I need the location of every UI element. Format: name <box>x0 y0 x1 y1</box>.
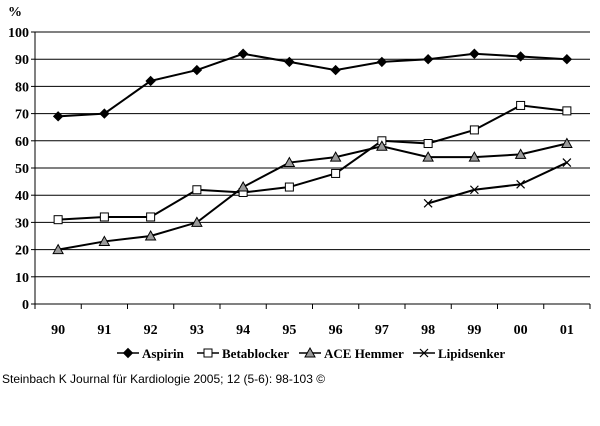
x-tick-label: 90 <box>51 323 65 338</box>
x-tick-label: 91 <box>97 323 111 338</box>
legend-label: Lipidsenker <box>438 346 505 361</box>
series-lines <box>52 48 573 255</box>
legend: Aspirin Betablocker ACE Hemmer Lipidsenker <box>117 346 505 361</box>
y-tick-label: 70 <box>15 108 29 123</box>
x-tick-label: 95 <box>282 323 296 338</box>
series-ace-hemmer <box>52 137 573 255</box>
legend-marker <box>419 348 429 358</box>
data-point-betablocker <box>284 182 294 192</box>
legend-item-aspirin: Aspirin <box>117 346 185 361</box>
data-point-ace-hemmer <box>514 148 527 159</box>
legend-marker <box>122 347 134 359</box>
legend-item-lipidsenker: Lipidsenker <box>413 346 505 361</box>
y-tick-label: 100 <box>8 26 29 41</box>
data-point-betablocker <box>99 212 109 222</box>
data-point-aspirin <box>469 48 480 59</box>
series-betablocker <box>53 100 572 225</box>
x-tick-labels: 90 91 92 93 94 95 96 97 98 99 00 01 <box>51 323 574 338</box>
y-tick-label: 90 <box>15 53 29 68</box>
data-point-ace-hemmer <box>191 216 203 227</box>
y-tick-label: 20 <box>15 244 29 259</box>
data-point-aspirin <box>145 75 156 87</box>
y-tick-label: 60 <box>15 135 29 150</box>
axes <box>31 31 591 309</box>
data-point-betablocker <box>53 215 63 225</box>
x-tick-label: 01 <box>560 323 574 338</box>
data-point-aspirin <box>330 64 341 76</box>
data-point-ace-hemmer <box>376 140 388 151</box>
data-point-lipidsenker <box>516 179 526 189</box>
y-tick-label: 30 <box>15 216 29 231</box>
data-point-ace-hemmer <box>468 151 481 162</box>
legend-label: ACE Hemmer <box>324 346 404 361</box>
legend-marker <box>203 348 213 358</box>
y-unit-label: % <box>8 5 22 20</box>
data-point-aspirin <box>284 56 295 68</box>
citation-text: Steinbach K Journal für Kardiologie 2005… <box>2 372 326 386</box>
legend-item-betablocker: Betablocker <box>197 346 289 361</box>
data-point-lipidsenker <box>562 158 572 167</box>
data-point-aspirin <box>237 48 249 59</box>
y-tick-label: 10 <box>15 271 29 286</box>
grid-lines <box>35 31 590 278</box>
legend-marker <box>304 346 316 358</box>
x-tick-label: 97 <box>375 323 389 338</box>
x-tick-label: 99 <box>467 323 481 338</box>
y-tick-label: 50 <box>15 162 29 177</box>
series-line-aspirin <box>58 52 567 118</box>
data-point-betablocker <box>331 168 341 178</box>
x-tick-label: 93 <box>190 323 204 338</box>
data-point-ace-hemmer <box>283 156 296 168</box>
data-point-ace-hemmer <box>98 235 111 246</box>
x-tick-label: 00 <box>514 323 528 338</box>
data-point-betablocker <box>192 185 202 195</box>
series-lipidsenker <box>423 158 572 208</box>
y-tick-label: 80 <box>15 80 29 95</box>
data-point-aspirin <box>422 53 434 65</box>
series-line-lipidsenker <box>427 161 568 205</box>
data-point-ace-hemmer <box>144 229 157 241</box>
legend-label: Betablocker <box>222 346 289 361</box>
data-point-aspirin <box>52 111 64 122</box>
x-tick-label: 98 <box>421 323 435 338</box>
data-point-aspirin <box>515 51 526 62</box>
data-point-lipidsenker <box>423 198 433 208</box>
data-point-aspirin <box>99 108 110 119</box>
data-point-ace-hemmer <box>237 181 249 192</box>
series-line-ace-hemmer <box>57 142 568 251</box>
y-tick-labels: 0 10 20 30 40 50 60 70 80 90 100 <box>8 26 29 313</box>
x-tick-label: 94 <box>236 323 250 338</box>
series-line-betablocker <box>58 104 567 221</box>
data-point-aspirin <box>191 64 203 76</box>
data-point-betablocker <box>469 125 479 135</box>
data-point-betablocker <box>516 100 526 110</box>
data-point-ace-hemmer <box>52 243 64 255</box>
legend-item-ace-hemmer: ACE Hemmer <box>299 346 404 361</box>
y-tick-label: 0 <box>22 298 29 313</box>
data-point-betablocker <box>562 106 572 116</box>
x-tick-label: 92 <box>144 323 158 338</box>
data-point-ace-hemmer <box>561 137 573 149</box>
data-point-ace-hemmer <box>329 151 342 162</box>
series-aspirin <box>52 48 573 122</box>
data-point-aspirin <box>561 53 573 65</box>
data-point-ace-hemmer <box>422 151 434 162</box>
y-tick-label: 40 <box>15 189 29 204</box>
x-tick-label: 96 <box>329 323 343 338</box>
data-point-aspirin <box>376 56 388 68</box>
data-point-lipidsenker <box>469 185 479 195</box>
data-point-betablocker <box>146 212 156 222</box>
legend-label: Aspirin <box>142 346 185 361</box>
data-point-betablocker <box>423 139 433 149</box>
